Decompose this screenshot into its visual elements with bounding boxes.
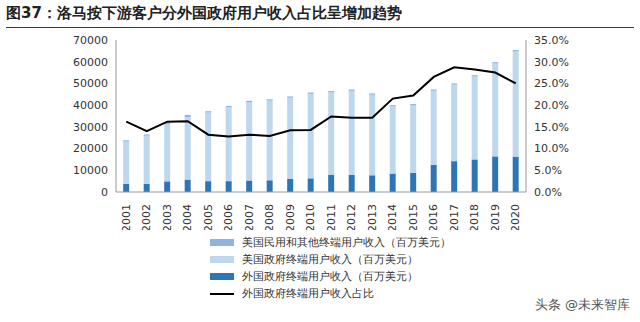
svg-text:2014: 2014 <box>386 204 399 230</box>
html-text:美国民用和其他终端用户收入（百万美元）: 美国民用和其他终端用户收入（百万美元） <box>242 236 451 249</box>
svg-text:30000: 30000 <box>73 121 108 134</box>
svg-text:2007: 2007 <box>243 204 256 230</box>
svg-text:2011: 2011 <box>325 204 338 230</box>
svg-text:2013: 2013 <box>366 204 379 230</box>
svg-text:20.0%: 20.0% <box>534 99 569 112</box>
svg-text:0: 0 <box>101 186 108 199</box>
html-text:头条 @未来智库: 头条 @未来智库 <box>534 297 630 312</box>
svg-text:2017: 2017 <box>448 204 461 230</box>
svg-text:25.0%: 25.0% <box>534 77 569 90</box>
svg-text:2012: 2012 <box>345 204 358 230</box>
svg-text:2015: 2015 <box>407 204 420 230</box>
svg-text:60000: 60000 <box>73 56 108 69</box>
svg-text:2018: 2018 <box>468 204 481 230</box>
svg-text:5.0%: 5.0% <box>534 164 562 177</box>
svg-text:70000: 70000 <box>73 34 108 47</box>
svg-text:0.0%: 0.0% <box>534 186 562 199</box>
svg-text:2008: 2008 <box>263 204 276 230</box>
svg-text:40000: 40000 <box>73 99 108 112</box>
html-text:外国政府终端用户收入占比: 外国政府终端用户收入占比 <box>242 287 374 300</box>
svg-text:2010: 2010 <box>304 204 317 230</box>
svg-text:2003: 2003 <box>161 204 174 230</box>
svg-text:2020: 2020 <box>509 204 522 230</box>
svg-text:2006: 2006 <box>222 204 235 230</box>
svg-text:2002: 2002 <box>140 204 153 230</box>
html-text:图37：洛马按下游客户分外国政府用户收入占比呈增加趋势: 图37：洛马按下游客户分外国政府用户收入占比呈增加趋势 <box>6 4 402 22</box>
svg-text:50000: 50000 <box>73 77 108 90</box>
svg-text:15.0%: 15.0% <box>534 121 569 134</box>
svg-text:2005: 2005 <box>202 204 215 230</box>
svg-text:2009: 2009 <box>284 204 297 230</box>
html-text:外国政府终端用户收入（百万美元）: 外国政府终端用户收入（百万美元） <box>242 270 418 283</box>
svg-text:30.0%: 30.0% <box>534 56 569 69</box>
svg-text:10.0%: 10.0% <box>534 142 569 155</box>
svg-text:2016: 2016 <box>427 204 440 230</box>
svg-text:2019: 2019 <box>489 204 502 230</box>
svg-text:2004: 2004 <box>181 204 194 230</box>
svg-text:10000: 10000 <box>73 164 108 177</box>
html-text:美国政府终端用户收入（百万美元）: 美国政府终端用户收入（百万美元） <box>242 253 418 266</box>
svg-text:35.0%: 35.0% <box>534 34 569 47</box>
svg-text:2001: 2001 <box>120 204 133 230</box>
svg-text:20000: 20000 <box>73 142 108 155</box>
